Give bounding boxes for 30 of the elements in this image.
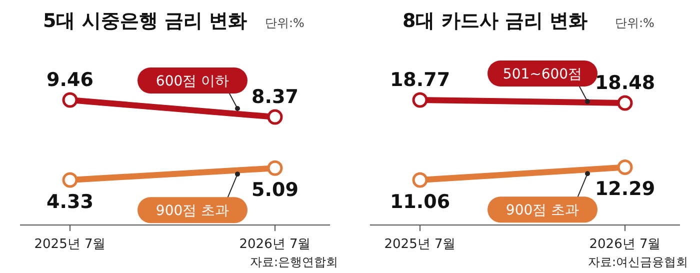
text: 자료:은행연합회 bbox=[250, 255, 338, 269]
x-tick-label: 2025년 7월 bbox=[34, 237, 106, 252]
point bbox=[267, 160, 283, 176]
x-tick-label: 2026년 7월 bbox=[239, 237, 311, 252]
text: 단위:% bbox=[265, 16, 304, 30]
point bbox=[62, 92, 78, 108]
data-label: 18.77 bbox=[390, 69, 450, 91]
data-label: 4.33 bbox=[46, 191, 94, 213]
data-label: 8.37 bbox=[252, 86, 298, 108]
series-label: 900점 초과 bbox=[506, 202, 580, 219]
data-label: 18.48 bbox=[594, 72, 656, 94]
point bbox=[412, 92, 428, 108]
series-label: 900점 초과 bbox=[156, 203, 230, 220]
point bbox=[267, 109, 283, 125]
chart-title: 5대 시중은행 금리 변화 bbox=[42, 10, 248, 32]
series-label: 501~600점 bbox=[502, 66, 582, 83]
data-label: 12.29 bbox=[594, 178, 656, 200]
point bbox=[617, 95, 633, 111]
point bbox=[412, 172, 428, 188]
chart-title: 8대 카드사 금리 변화 bbox=[402, 10, 588, 32]
data-label: 11.06 bbox=[390, 191, 450, 213]
data-label: 9.46 bbox=[46, 69, 94, 91]
x-tick-label: 2026년 7월 bbox=[589, 237, 661, 252]
x-tick-label: 2025년 7월 bbox=[384, 237, 456, 252]
series-label: 600점 이하 bbox=[156, 74, 230, 90]
text: 자료:여신금융협회 bbox=[588, 255, 688, 269]
data-label: 5.09 bbox=[252, 179, 298, 202]
text: 단위:% bbox=[615, 16, 654, 30]
point bbox=[62, 172, 78, 188]
point bbox=[617, 159, 633, 175]
